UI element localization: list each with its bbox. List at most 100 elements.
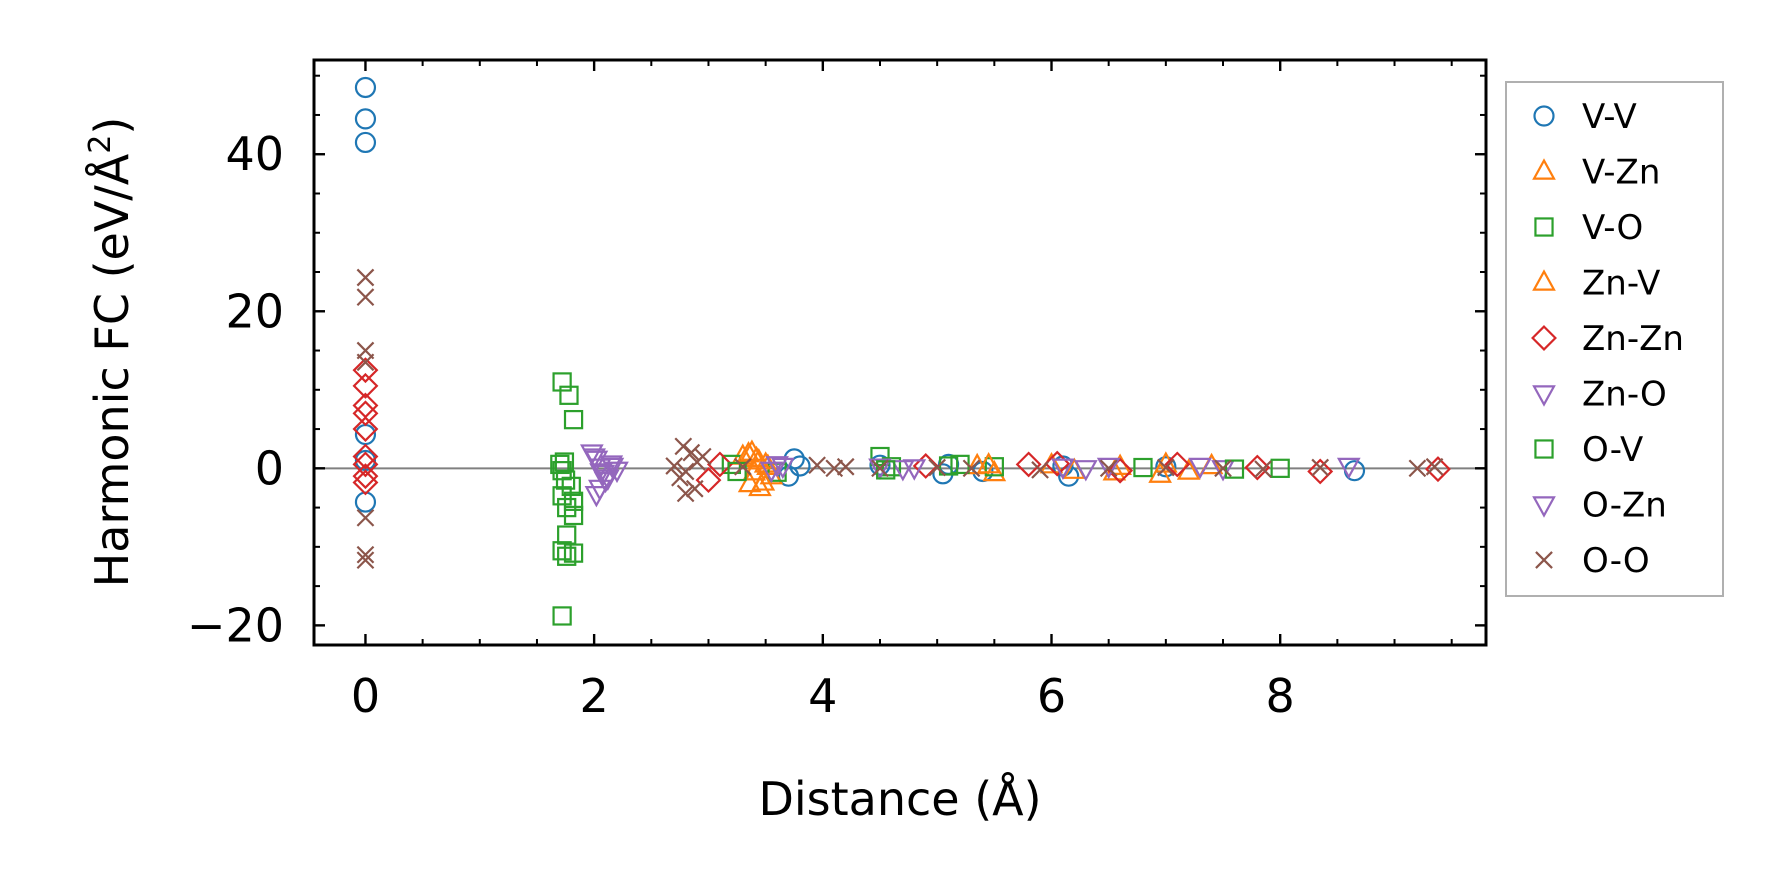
point-Zn-O [584,486,609,508]
legend-label: O-V [1582,430,1643,470]
legend-entry: O-O [1535,541,1650,581]
series-Zn-O [580,444,1361,508]
x-tick-label: 6 [1037,669,1066,723]
legend-entry: V-Zn [1532,153,1660,193]
point-Zn-Zn [352,451,379,478]
point-V-Zn [737,470,762,493]
point-O-O [1254,460,1272,478]
legend-label: Zn-V [1582,264,1660,304]
point-O-Zn [589,463,613,485]
point-V-O [552,541,572,561]
legend-label: V-V [1582,97,1637,137]
point-Zn-Zn [352,463,379,490]
point-O-O [356,551,375,570]
point-Zn-O [891,460,915,482]
point-Zn-V [746,448,771,470]
y-tick-label: 0 [255,441,284,495]
legend-entry: Zn-V [1532,264,1660,304]
point-V-O [563,543,584,563]
data-points-layer [352,76,1451,626]
point-O-V [1133,457,1153,478]
point-O-O [808,456,826,475]
point-Zn-Zn [352,416,379,443]
point-O-O [871,459,889,478]
point-Zn-O [591,464,616,487]
x-tick-label: 4 [808,669,837,723]
point-O-O [1156,458,1175,477]
y-tick-label: −20 [187,598,284,652]
point-V-O [550,454,570,475]
point-O-V [561,476,581,497]
point-Zn-Zn [352,357,379,384]
legend-entry: O-Zn [1532,486,1667,526]
legend-label: Zn-Zn [1582,319,1684,359]
x-axis-label: Distance (Å) [758,772,1041,826]
point-O-O [1099,459,1118,478]
point-V-V [354,131,377,154]
point-V-O [552,606,572,626]
point-O-O [1311,458,1330,477]
point-O-V [554,452,575,472]
point-Zn-O [868,458,892,480]
legend-label: O-Zn [1582,486,1667,526]
legend: V-V V-Zn V-O Zn-V Zn-Zn Zn-O O-V O-Zn O-O [1505,81,1724,597]
point-O-O [685,479,704,498]
point-O-O [356,545,375,564]
legend-label: V-O [1582,208,1643,248]
point-Zn-O [765,456,789,478]
legend-marker [1535,551,1553,569]
point-V-O [563,409,584,430]
point-Zn-Zn [1307,458,1334,485]
y-tick-label: 20 [225,284,284,338]
point-V-O [557,546,577,566]
point-V-O [552,372,572,392]
point-Zn-Zn [352,372,379,399]
point-V-Zn [1148,461,1172,483]
y-axis-label-suffix: ) [85,117,139,135]
point-Zn-O [1096,457,1121,480]
tick-labels-layer: 0 2 4 6 8 −20 0 20 40 [187,127,1295,723]
point-O-Zn [770,457,795,480]
plot-frame [312,58,1488,647]
legend-label: Zn-O [1582,375,1667,415]
series-O-Zn [582,448,1212,491]
point-O-Zn [1073,460,1098,482]
point-O-O [1031,461,1049,479]
point-Zn-O [1211,460,1235,482]
point-Zn-O [1051,458,1075,480]
point-O-O [836,457,855,476]
point-V-O [984,457,1004,477]
legend-marker [1532,269,1556,291]
point-O-O [356,288,375,306]
point-O-O [665,457,684,475]
point-O-Zn [582,448,606,470]
point-V-V [789,455,811,477]
point-Zn-Zn [1425,456,1451,483]
x-tick-label: 0 [351,669,380,723]
point-V-O [563,491,584,511]
point-V-Zn [982,459,1007,482]
point-Zn-Zn [706,451,733,478]
point-O-O [1425,457,1444,476]
point-O-O [682,443,701,462]
legend-entry: O-V [1534,430,1643,470]
point-O-O [928,458,947,477]
point-O-O [1214,459,1232,478]
point-Zn-Zn [695,467,722,494]
y-axis-label: Harmonic FC (eV/Å2) [83,117,139,588]
legend-marker [1532,385,1556,407]
legend-marker [1534,217,1554,237]
point-O-O [733,457,752,476]
legend-label: O-O [1582,541,1650,581]
legend-marker [1532,496,1556,518]
point-Zn-Zn [1244,454,1271,481]
point-O-O [1408,459,1427,478]
legend-label: V-Zn [1582,153,1660,193]
point-V-V [354,108,377,130]
point-O-O [674,437,693,456]
point-O-Zn [902,459,927,481]
point-V-V [354,76,377,99]
legend-entry: V-O [1534,208,1643,248]
point-Zn-Zn [1015,451,1042,478]
